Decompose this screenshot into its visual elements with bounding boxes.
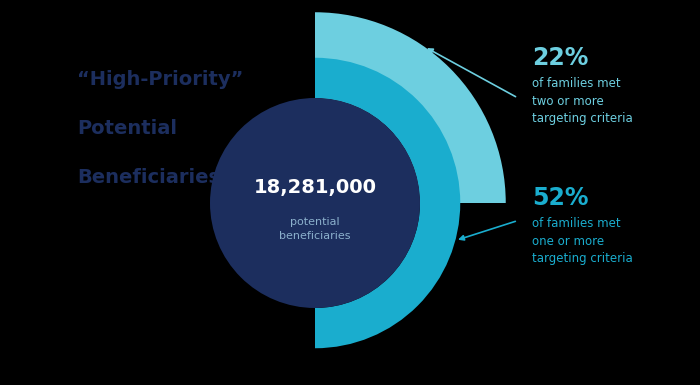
Wedge shape — [315, 58, 461, 348]
Circle shape — [210, 98, 420, 308]
Text: of families met
one or more
targeting criteria: of families met one or more targeting cr… — [532, 217, 633, 265]
Text: of families met
two or more
targeting criteria: of families met two or more targeting cr… — [532, 77, 633, 125]
Text: 52%: 52% — [532, 186, 589, 210]
Text: 18,281,000: 18,281,000 — [253, 178, 377, 197]
Text: Beneficiaries: Beneficiaries — [77, 168, 220, 187]
Text: “High-Priority”: “High-Priority” — [77, 70, 244, 89]
Text: 22%: 22% — [532, 46, 589, 70]
Wedge shape — [315, 12, 505, 203]
Text: potential
beneficiaries: potential beneficiaries — [279, 217, 351, 241]
Text: Potential: Potential — [77, 119, 177, 138]
